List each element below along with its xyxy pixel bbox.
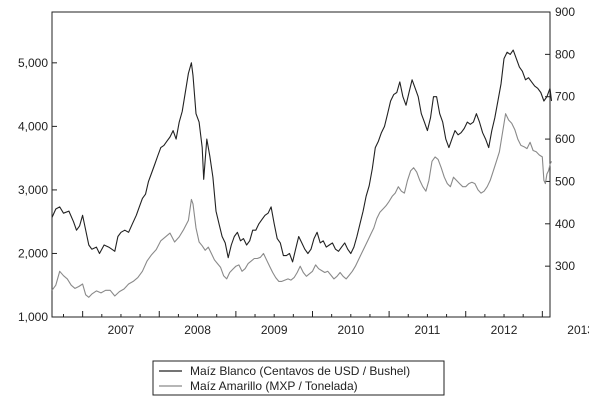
legend-label-maiz-blanco: Maíz Blanco (Centavos de USD / Bushel) (190, 364, 410, 378)
left-axis-tick-label: 1,000 (18, 310, 48, 324)
x-axis-tick-label: 2008 (184, 323, 211, 337)
axis-ticks: 1,000 2,000 3,000 4,000 5,000 300 400 500 600 700… (18, 5, 589, 337)
legend-box (152, 360, 445, 396)
x-axis-tick-label: 2010 (337, 323, 364, 337)
x-axis-tick-label: 2009 (261, 323, 288, 337)
legend: Maíz Blanco (Centavos de USD / Bushel) M… (152, 360, 445, 396)
right-axis-tick-label: 900 (555, 5, 575, 19)
series-lines (51, 49, 553, 298)
right-axis-tick-label: 700 (555, 90, 575, 104)
right-axis-tick-label: 800 (555, 47, 575, 61)
right-axis-tick-label: 300 (555, 259, 575, 273)
left-axis-tick-label: 4,000 (18, 119, 48, 133)
right-axis-tick-label: 400 (555, 217, 575, 231)
series-line-maiz-blanco (51, 49, 553, 263)
left-axis-tick-label: 3,000 (18, 183, 48, 197)
x-axis-tick-label: 2013 (567, 323, 589, 337)
series-line-maiz-amarillo (51, 113, 552, 298)
left-axis-tick-label: 2,000 (18, 246, 48, 260)
legend-label-maiz-amarillo: Maíz Amarillo (MXP / Tonelada) (190, 379, 358, 393)
left-axis-tick-label: 5,000 (18, 56, 48, 70)
x-axis-tick-label: 2011 (415, 323, 441, 337)
plot-frame (51, 11, 551, 318)
right-axis-tick-label: 600 (555, 132, 575, 146)
x-axis-tick-label: 2012 (491, 323, 518, 337)
right-axis-tick-label: 500 (555, 174, 575, 188)
x-axis-tick-label: 2007 (108, 323, 135, 337)
